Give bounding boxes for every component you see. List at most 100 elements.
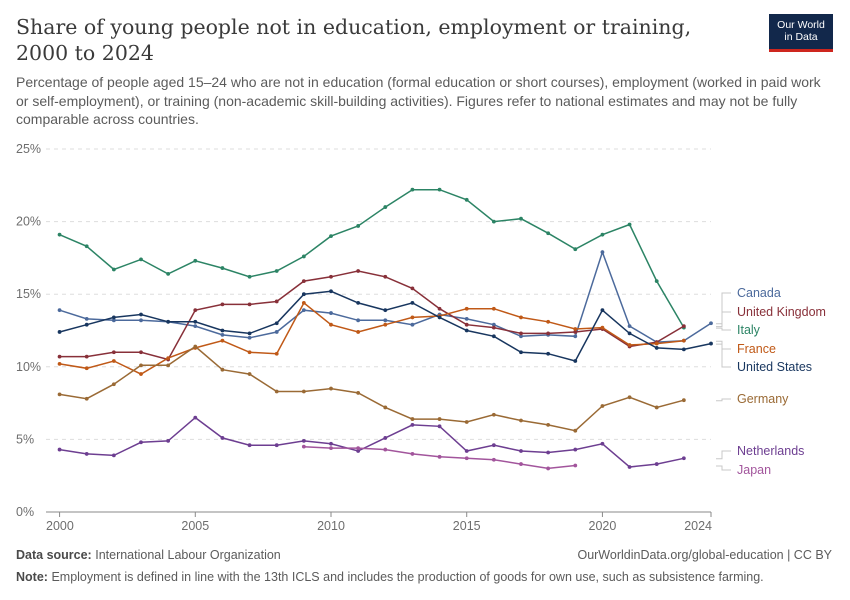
data-point	[57, 232, 62, 237]
label-italy: Italy	[737, 323, 761, 337]
data-point	[220, 367, 225, 372]
owid-logo[interactable]: Our World in Data	[769, 14, 833, 52]
data-point	[491, 325, 496, 330]
data-point	[193, 258, 198, 263]
data-point	[383, 274, 388, 279]
x-axis: 2000 2005 2010 2015 2020 2024	[46, 512, 712, 533]
data-point	[193, 308, 198, 313]
data-point	[627, 465, 632, 469]
data-point	[329, 446, 333, 451]
x-tick-label: 2015	[453, 519, 481, 533]
data-point	[519, 418, 523, 423]
data-point	[546, 319, 551, 324]
data-point	[220, 302, 225, 307]
data-point	[464, 306, 469, 311]
data-source: Data source: International Labour Organi…	[16, 548, 281, 562]
data-point	[437, 315, 442, 320]
label-germany: Germany	[737, 392, 789, 406]
data-point	[301, 254, 306, 259]
data-point	[464, 456, 469, 461]
series-line	[59, 345, 685, 432]
data-point	[383, 318, 388, 323]
data-point	[220, 266, 225, 270]
series-line	[59, 301, 684, 375]
data-point	[274, 299, 279, 304]
data-point	[166, 363, 171, 368]
data-point	[220, 436, 225, 440]
data-point	[437, 417, 442, 421]
data-point	[301, 389, 306, 394]
series-lines	[57, 187, 713, 471]
data-point	[410, 452, 415, 456]
data-point	[274, 389, 279, 394]
source-text[interactable]: International Labour Organization	[95, 548, 281, 562]
series-line	[59, 188, 685, 328]
series-line	[59, 270, 685, 361]
data-point	[383, 436, 388, 440]
data-point	[546, 331, 551, 336]
x-tick-label: 2010	[317, 519, 345, 533]
data-point	[519, 331, 523, 336]
data-point	[356, 449, 361, 453]
data-point	[84, 244, 89, 249]
data-point	[139, 257, 143, 262]
label-united-kingdom: United Kingdom	[737, 305, 826, 319]
data-point	[546, 466, 551, 471]
data-point	[519, 350, 523, 355]
data-point	[329, 274, 333, 279]
data-point	[84, 396, 89, 401]
x-tick-label: 2024	[684, 519, 712, 533]
data-point	[600, 325, 605, 330]
data-point	[627, 324, 632, 329]
data-point	[111, 267, 116, 272]
data-point	[220, 328, 225, 333]
data-point	[600, 308, 605, 313]
data-point	[491, 412, 496, 417]
data-point	[546, 450, 551, 455]
data-point	[193, 344, 198, 349]
source-label: Data source:	[16, 548, 92, 562]
data-point	[437, 454, 442, 459]
data-point	[519, 315, 523, 320]
chart-subtitle: Percentage of people aged 15–24 who are …	[16, 74, 821, 127]
source-url[interactable]: OurWorldinData.org/global-education | CC…	[577, 548, 832, 562]
label-connector	[716, 311, 731, 328]
x-tick-label: 2005	[181, 519, 209, 533]
data-point	[573, 327, 578, 331]
data-point	[410, 422, 415, 427]
data-point	[274, 443, 279, 448]
data-point	[84, 322, 89, 327]
chart-title: Share of young people not in education, …	[16, 15, 692, 65]
data-point	[166, 438, 171, 443]
data-point	[301, 279, 306, 284]
data-point	[437, 306, 442, 311]
data-point	[709, 341, 713, 346]
data-point	[573, 359, 578, 363]
data-point	[247, 274, 252, 279]
data-point	[329, 234, 333, 239]
label-united-states: United States	[737, 360, 812, 374]
y-tick-label: 25%	[16, 142, 41, 156]
data-point	[573, 330, 578, 334]
data-point	[356, 330, 361, 334]
data-point	[111, 453, 116, 458]
data-point	[410, 187, 415, 192]
data-point	[193, 415, 198, 420]
data-point	[301, 438, 306, 443]
data-point	[654, 341, 659, 346]
data-point	[546, 351, 551, 356]
data-point	[247, 350, 252, 355]
data-point	[410, 315, 415, 320]
data-point	[111, 382, 116, 387]
data-point	[383, 308, 388, 313]
data-point	[356, 301, 361, 305]
data-point	[139, 363, 143, 368]
data-point	[220, 338, 225, 343]
data-point	[247, 335, 252, 340]
note-text: Employment is defined in line with the 1…	[51, 570, 764, 584]
data-point	[193, 324, 198, 329]
data-point	[491, 322, 496, 327]
logo-line-2: in Data	[784, 31, 818, 43]
data-point	[220, 332, 225, 337]
data-point	[519, 462, 523, 466]
